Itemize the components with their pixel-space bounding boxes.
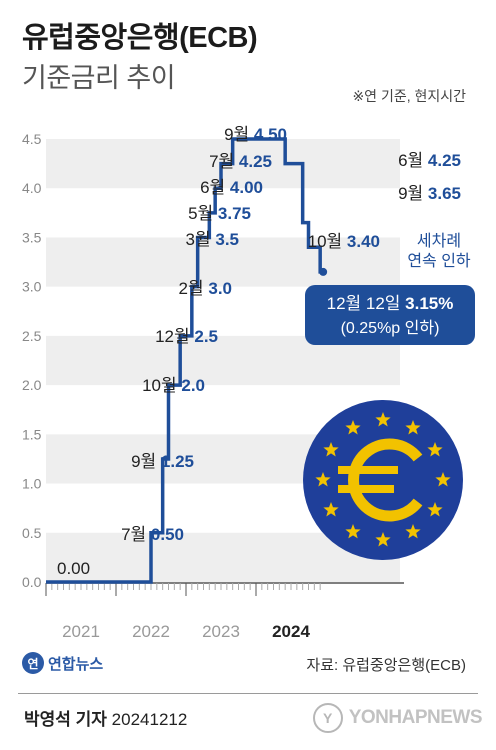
x-year-label: 2023	[202, 622, 240, 641]
logo-text: 연합뉴스	[48, 655, 104, 673]
euro-sign-bar-icon	[338, 485, 394, 493]
rate-chart: 0.0 0.5 1.0 1.5 2.0 2.5 3.0 3.5 4.0 4.5 2021 2022 20…	[22, 125, 475, 641]
page-title: 유럽중앙은행(ECB)	[22, 22, 258, 54]
y-tick-label: 0.0	[22, 574, 42, 590]
y-tick-label: 2.5	[22, 328, 42, 344]
rate-step-line	[46, 137, 324, 584]
rate-annotation: 5월 3.75	[188, 204, 251, 223]
publish-date: 20241212	[111, 710, 188, 729]
rate-annotation: 10월 3.40	[308, 232, 380, 251]
eu-star-icon	[323, 502, 339, 517]
watermark-logo-icon: Y	[312, 703, 343, 733]
side-note-line-2: 연속 인하	[407, 252, 471, 270]
unit-note: ※연 기준, 현지시간	[352, 88, 466, 104]
callout-sub-text: (0.25%p 인하)	[341, 319, 440, 337]
x-year-label: 2021	[62, 622, 100, 641]
rate-annotation: 10월 2.0	[142, 376, 205, 395]
x-year-label: 2024	[272, 622, 310, 641]
reporter-line: 박영석 기자 20241212	[24, 705, 187, 730]
rate-annotation: 3월 3.5	[186, 230, 239, 249]
y-tick-label: 3.5	[22, 229, 42, 245]
eu-star-icon	[323, 442, 339, 457]
rate-annotation: 7월 0.50	[121, 525, 184, 544]
rate-annotation: 12월 2.5	[155, 327, 218, 346]
euro-sign-bar-icon	[338, 466, 398, 474]
eu-star-icon	[345, 420, 361, 435]
y-tick-label: 3.0	[22, 279, 42, 295]
watermark-text: YONHAPNEWS	[348, 707, 483, 728]
rate-annotation: 7월 4.25	[209, 152, 272, 171]
rate-annotation: 2월 3.0	[179, 279, 232, 298]
rate-annotation: 6월 4.25	[398, 151, 461, 170]
rate-annotation: 9월 1.25	[131, 452, 194, 471]
y-tick-label: 4.5	[22, 131, 42, 147]
yonhap-logo-icon: 연	[22, 652, 44, 674]
page-subtitle: 기준금리 추이	[22, 63, 176, 93]
grid-band	[46, 237, 400, 287]
eu-star-icon	[375, 532, 391, 547]
y-tick-label: 4.0	[22, 180, 42, 196]
x-year-label: 2022	[132, 622, 170, 641]
rate-annotation: 9월 4.50	[224, 125, 287, 144]
eu-star-icon	[345, 524, 361, 539]
eu-star-icon	[405, 420, 421, 435]
source-text: 자료: 유럽중앙은행(ECB)	[306, 657, 466, 674]
y-tick-label: 1.0	[22, 476, 42, 492]
euro-sign-icon	[348, 438, 423, 522]
eu-star-icon	[315, 472, 331, 487]
reporter-name: 박영석 기자	[24, 710, 107, 729]
rate-annotation: 6월 4.00	[200, 178, 263, 197]
eu-emblem-circle	[303, 400, 463, 560]
yonhap-logo: 연 연합뉴스	[22, 652, 103, 674]
eu-star-icon	[427, 502, 443, 517]
rate-annotation: 9월 3.65	[398, 184, 461, 203]
eu-star-icon	[405, 524, 421, 539]
yonhapnews-watermark: Y YONHAPNEWS	[312, 703, 483, 733]
callout-box	[305, 285, 475, 345]
rate-annotation: 0.00	[57, 559, 90, 578]
eu-star-icon	[435, 472, 451, 487]
callout-main-text: 12월 12일 3.15%	[327, 294, 454, 313]
latest-rate-point	[319, 267, 328, 276]
y-tick-label: 1.5	[22, 426, 42, 442]
side-note-line-1: 세차례	[417, 232, 461, 250]
y-tick-label: 2.0	[22, 377, 42, 393]
eu-star-icon	[427, 442, 443, 457]
footer-divider	[18, 693, 478, 694]
eu-star-icon	[375, 412, 391, 427]
y-tick-label: 0.5	[22, 525, 42, 541]
